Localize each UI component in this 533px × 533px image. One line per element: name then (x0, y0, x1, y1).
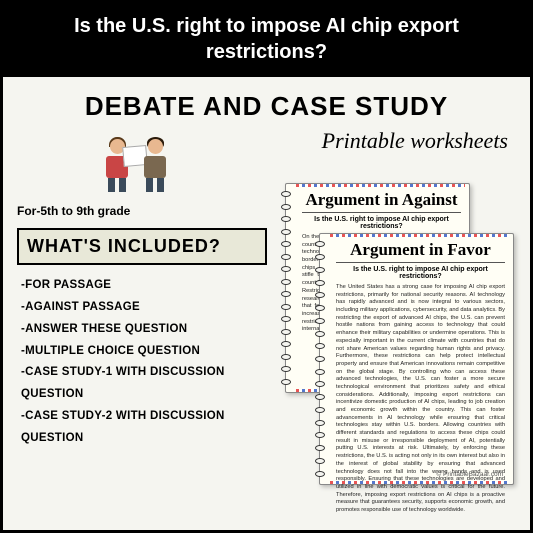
list-item: -CASE STUDY-2 WITH DISCUSSION QUESTION (21, 406, 263, 450)
included-box: WHAT'S INCLUDED? -FOR PASSAGE -AGAINST P… (17, 228, 267, 460)
sheet-title: Argument in Against (302, 190, 461, 213)
included-title: WHAT'S INCLUDED? (17, 228, 267, 265)
sheet-subtitle: Is the U.S. right to impose AI chip expo… (302, 216, 461, 230)
sheet-title: Argument in Favor (336, 240, 505, 263)
footer-logo: © PrintableBazaar.com (436, 471, 503, 478)
kids-illustration (93, 126, 183, 196)
kid-right (141, 139, 169, 189)
list-item: -AGAINST PASSAGE (21, 297, 263, 319)
spiral-binding (315, 238, 325, 480)
spiral-binding (281, 188, 291, 388)
decorative-stripe (330, 234, 509, 237)
list-item: -MULTIPLE CHOICE QUESTION (21, 341, 263, 363)
list-item: -CASE STUDY-1 WITH DISCUSSION QUESTION (21, 362, 263, 406)
decorative-stripe (296, 184, 465, 187)
grade-label: For-5th to 9th grade (17, 204, 130, 218)
sheet-subtitle: Is the U.S. right to impose AI chip expo… (336, 266, 505, 280)
included-list: -FOR PASSAGE -AGAINST PASSAGE -ANSWER TH… (17, 265, 267, 460)
header-title: Is the U.S. right to impose AI chip expo… (3, 3, 530, 77)
subtitle: DEBATE AND CASE STUDY (3, 77, 530, 128)
decorative-stripe (330, 481, 509, 484)
worksheets-label: Printable worksheets (322, 128, 508, 154)
page-container: Is the U.S. right to impose AI chip expo… (0, 0, 533, 533)
content-area: For-5th to 9th grade WHAT'S INCLUDED? -F… (3, 128, 530, 508)
worksheet-favor: Argument in Favor Is the U.S. right to i… (319, 233, 514, 485)
list-item: -FOR PASSAGE (21, 275, 263, 297)
list-item: -ANSWER THESE QUESTION (21, 319, 263, 341)
